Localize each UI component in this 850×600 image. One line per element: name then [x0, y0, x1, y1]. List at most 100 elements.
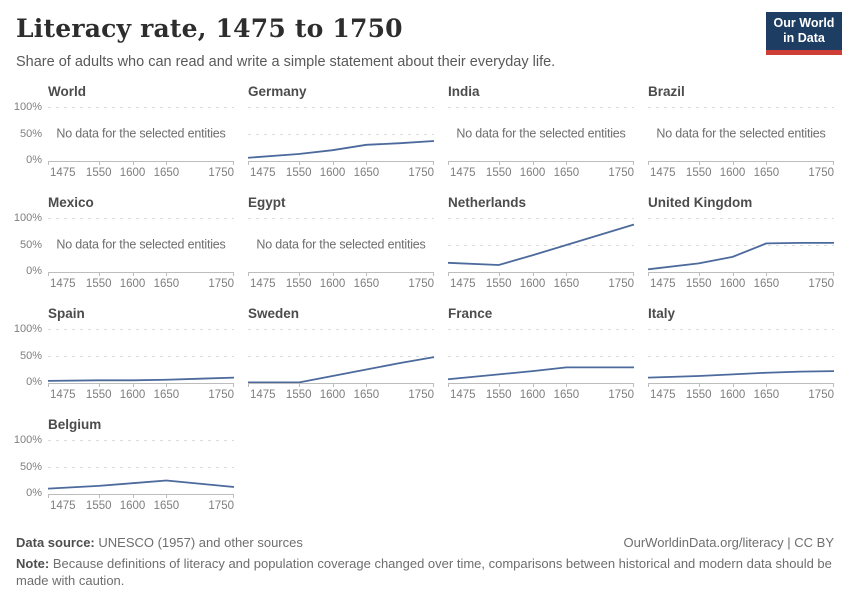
y-axis-label: 100%: [13, 101, 42, 113]
x-axis-tick-label: 1650: [153, 278, 180, 290]
panel-plot-area[interactable]: 100% 50% 0%: [14, 435, 234, 499]
literacy-line: [48, 481, 234, 489]
x-axis-tick-label: 1550: [685, 389, 712, 401]
x-axis-tick-label: 1650: [553, 389, 580, 401]
panel-plot-area[interactable]: 100% 50% 0% No data for the selected entiti…: [14, 213, 234, 277]
panel-plot-area[interactable]: [448, 329, 634, 383]
x-axis-tick-label: 1650: [353, 389, 380, 401]
x-axis-tick: [648, 273, 649, 276]
x-axis-tick-label: 1550: [285, 167, 312, 179]
x-axis-tick: [732, 162, 734, 165]
panel-title: Mexico: [48, 195, 94, 210]
x-axis-tick-label: 1750: [608, 278, 634, 290]
x-axis-tick: [132, 495, 134, 498]
panel-title: Netherlands: [448, 195, 527, 210]
gridline-100pct: [248, 218, 434, 219]
x-axis-tick: [132, 162, 134, 165]
x-axis-tick: [566, 162, 568, 165]
x-axis-tick: [766, 384, 768, 387]
panel-plot-area[interactable]: No data for the selected entities: [248, 218, 434, 272]
x-axis-tick: [698, 273, 700, 276]
y-axis-label: 0%: [26, 487, 42, 499]
x-axis-tick-label: 1750: [808, 389, 834, 401]
x-axis-tick: [298, 162, 300, 165]
panel-plot-area[interactable]: [248, 329, 434, 383]
panel-world: World 100% 50% 0% No data for the selected e…: [14, 84, 234, 195]
x-axis: 1475 1550 1600 1650 1750: [248, 161, 434, 196]
x-axis-tick-label: 1550: [485, 167, 512, 179]
x-axis-tick-label: 1650: [553, 167, 580, 179]
owid-url-link[interactable]: OurWorldinData.org/literacy | CC BY: [623, 535, 834, 550]
x-axis-tick: [98, 495, 100, 498]
logo-red-stripe: [766, 50, 842, 55]
x-axis-tick: [233, 162, 234, 165]
x-axis-tick: [833, 273, 834, 276]
page-title: Literacy rate, 1475 to 1750: [16, 14, 403, 43]
x-axis-tick-label: 1650: [153, 500, 180, 512]
literacy-line: [448, 224, 634, 265]
panel-netherlands: Netherlands 1475 1550 1600 1650 1750: [448, 195, 634, 306]
x-axis-tick: [698, 162, 700, 165]
x-axis-tick-label: 1475: [50, 389, 76, 401]
panel-plot-area[interactable]: [248, 107, 434, 161]
panel-india: India No data for the selected entities 14…: [448, 84, 634, 195]
x-axis-tick: [448, 384, 449, 387]
x-axis-tick: [248, 273, 249, 276]
panel-plot-area[interactable]: 100% 50% 0%: [14, 324, 234, 388]
gridline-100pct: [448, 329, 634, 330]
panel-title: Germany: [248, 84, 307, 99]
x-axis-tick-label: 1600: [319, 278, 346, 290]
x-axis-tick-label: 1550: [285, 389, 312, 401]
x-axis-tick-label: 1750: [208, 500, 234, 512]
x-axis-tick-label: 1475: [50, 278, 76, 290]
panel-brazil: Brazil No data for the selected entities 1…: [648, 84, 834, 195]
x-axis-tick: [366, 162, 368, 165]
literacy-line: [248, 357, 434, 382]
x-axis-tick: [448, 273, 449, 276]
x-axis-tick: [732, 384, 734, 387]
owid-logo: Our World in Data: [766, 12, 842, 55]
x-axis-tick-label: 1750: [208, 278, 234, 290]
no-data-message: No data for the selected entities: [48, 126, 234, 142]
panel-plot-area[interactable]: No data for the selected entities: [648, 107, 834, 161]
x-axis-tick-label: 1750: [608, 389, 634, 401]
gridline-100pct: [48, 329, 234, 330]
x-axis-tick-label: 1600: [119, 167, 146, 179]
panel-plot-area[interactable]: [648, 329, 834, 383]
x-axis-tick: [233, 273, 234, 276]
x-axis-tick: [433, 162, 434, 165]
x-axis-tick-label: 1600: [319, 389, 346, 401]
x-axis-tick-label: 1650: [353, 167, 380, 179]
panel-plot-area[interactable]: 100% 50% 0% No data for the selected entiti…: [14, 102, 234, 166]
x-axis-tick-label: 1600: [519, 167, 546, 179]
x-axis-tick: [98, 273, 100, 276]
panel-plot-area[interactable]: [448, 218, 634, 272]
panel-plot-area[interactable]: [648, 218, 834, 272]
x-axis-tick: [366, 384, 368, 387]
gridline-50pct: [48, 356, 234, 357]
x-axis-tick-label: 1750: [208, 167, 234, 179]
no-data-message: No data for the selected entities: [48, 237, 234, 253]
x-axis-tick: [633, 384, 634, 387]
y-axis-label: 50%: [19, 239, 42, 251]
chart-note: Note: Because definitions of literacy an…: [16, 555, 834, 589]
y-axis-label: 0%: [26, 265, 42, 277]
x-axis-tick: [132, 384, 134, 387]
note-label: Note:: [16, 556, 50, 571]
panel-title: France: [448, 306, 493, 321]
x-axis-tick: [132, 273, 134, 276]
y-axis-label: 100%: [13, 434, 42, 446]
x-axis-tick: [532, 384, 534, 387]
x-axis-tick: [332, 273, 334, 276]
x-axis-tick: [248, 384, 249, 387]
gridline-100pct: [648, 107, 834, 108]
x-axis-tick-label: 1750: [808, 167, 834, 179]
owid-logo-text: Our World in Data: [766, 12, 842, 50]
panel-title: Egypt: [248, 195, 286, 210]
x-axis-tick: [166, 162, 168, 165]
x-axis-tick: [48, 384, 49, 387]
x-axis: 1475 1550 1600 1650 1750: [648, 383, 834, 418]
panel-plot-area[interactable]: No data for the selected entities: [448, 107, 634, 161]
x-axis-tick: [48, 495, 49, 498]
y-axis-label: 50%: [19, 350, 42, 362]
